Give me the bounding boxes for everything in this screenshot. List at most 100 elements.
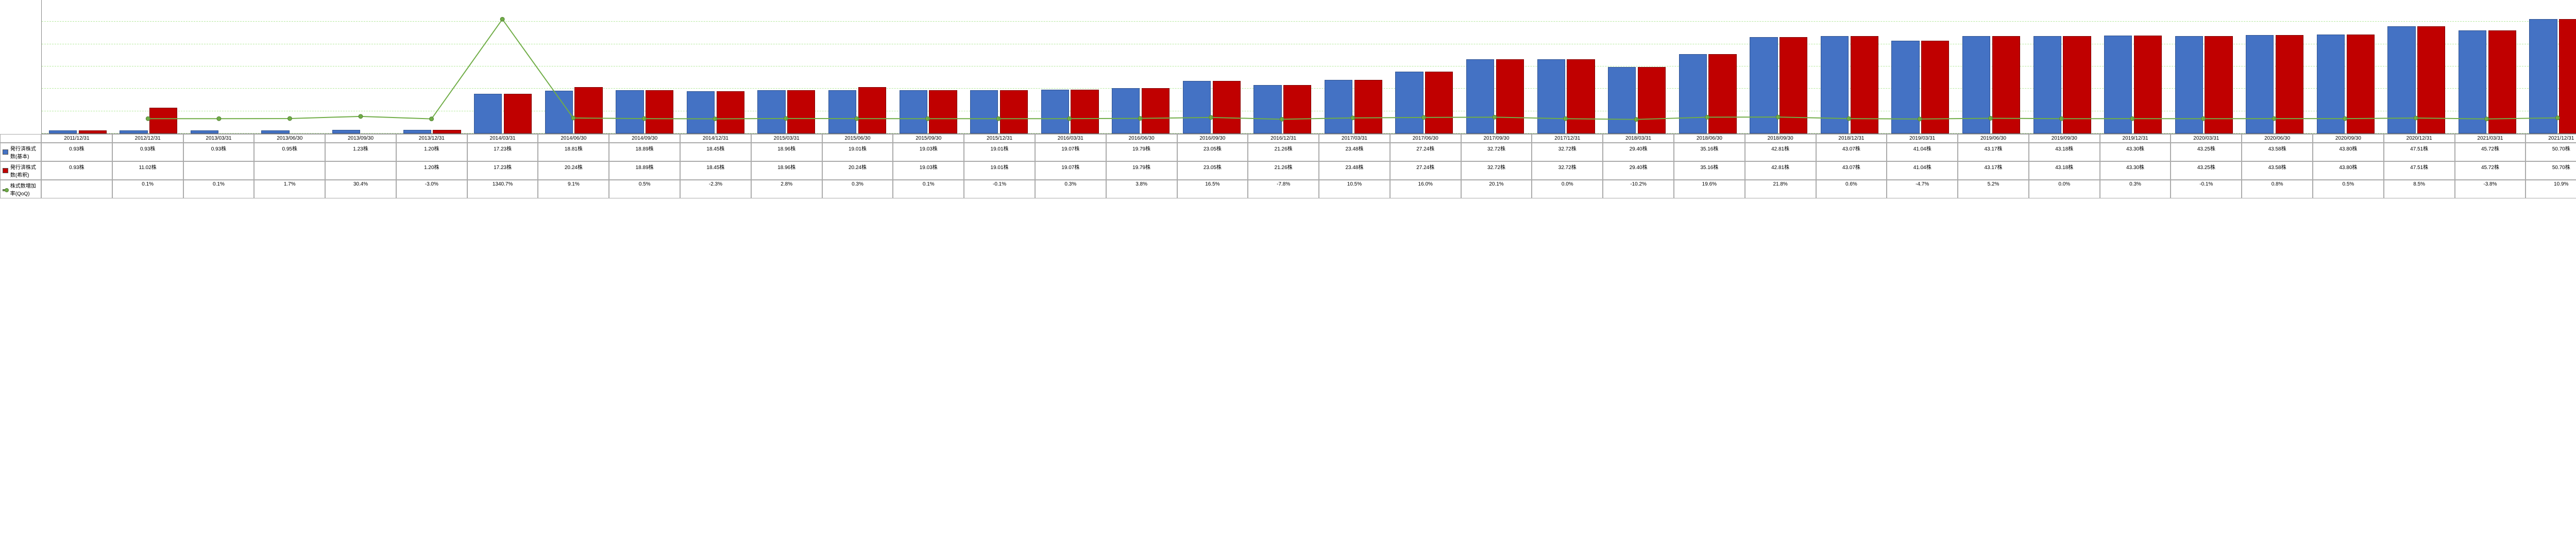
category-cell: 2017/06/30 bbox=[1390, 134, 1461, 143]
table-cell: 43.18株 bbox=[2029, 143, 2100, 161]
table-cell: 32.72株 bbox=[1461, 143, 1532, 161]
table-cell: 0.1% bbox=[893, 180, 964, 198]
category-cell: 2015/06/30 bbox=[822, 134, 893, 143]
table-cell: 0.0% bbox=[1532, 180, 1603, 198]
category-axis-row: 2011/12/312012/12/312013/03/312013/06/30… bbox=[0, 134, 2576, 143]
category-cell: 2015/09/30 bbox=[893, 134, 964, 143]
data-row-basic: 発行済株式数(基本) 0.93株0.93株0.93株0.95株1.23株1.20… bbox=[0, 143, 2576, 161]
row-body-basic: 0.93株0.93株0.93株0.95株1.23株1.20株17.23株18.8… bbox=[41, 143, 2576, 161]
category-cell: 2013/09/30 bbox=[325, 134, 396, 143]
category-cell: 2014/12/31 bbox=[680, 134, 751, 143]
table-cell: 0.5% bbox=[609, 180, 680, 198]
table-cell: 50.70株 bbox=[2526, 143, 2576, 161]
category-cell: 2014/03/31 bbox=[467, 134, 538, 143]
table-cell: 43.58株 bbox=[2242, 161, 2313, 180]
category-cell: 2018/09/30 bbox=[1745, 134, 1816, 143]
table-cell: 19.01株 bbox=[964, 143, 1035, 161]
table-cell: 35.16株 bbox=[1674, 143, 1745, 161]
table-cell bbox=[41, 180, 112, 198]
table-cell: 8.5% bbox=[2384, 180, 2455, 198]
table-cell: 9.1% bbox=[538, 180, 609, 198]
table-cell: 21.26株 bbox=[1248, 143, 1319, 161]
category-cell: 2014/09/30 bbox=[609, 134, 680, 143]
table-cell: 41.04株 bbox=[1887, 161, 1958, 180]
table-cell: 11.02株 bbox=[112, 161, 183, 180]
table-cell: 19.79株 bbox=[1106, 143, 1177, 161]
table-cell: 43.25株 bbox=[2171, 143, 2242, 161]
category-cell: 2015/03/31 bbox=[751, 134, 822, 143]
table-cell: 23.05株 bbox=[1177, 143, 1248, 161]
table-cell: 2.8% bbox=[751, 180, 822, 198]
table-cell bbox=[254, 161, 325, 180]
table-cell: 18.89株 bbox=[609, 161, 680, 180]
table-cell: 0.3% bbox=[822, 180, 893, 198]
table-cell: 30.4% bbox=[325, 180, 396, 198]
table-cell: 29.40株 bbox=[1603, 161, 1674, 180]
category-cell: 2013/12/31 bbox=[396, 134, 467, 143]
table-cell: 18.45株 bbox=[680, 161, 751, 180]
table-cell: 20.24株 bbox=[538, 161, 609, 180]
table-cell: 10.5% bbox=[1319, 180, 1390, 198]
table-cell: 43.25株 bbox=[2171, 161, 2242, 180]
table-cell: -4.7% bbox=[1887, 180, 1958, 198]
category-cell: 2012/12/31 bbox=[112, 134, 183, 143]
row-body-diluted: 0.93株11.02株1.20株17.23株20.24株18.89株18.45株… bbox=[41, 161, 2576, 180]
category-cell: 2018/12/31 bbox=[1816, 134, 1887, 143]
table-cell: 3.8% bbox=[1106, 180, 1177, 198]
table-cell: 32.72株 bbox=[1461, 161, 1532, 180]
table-cell: -0.1% bbox=[2171, 180, 2242, 198]
category-cells: 2011/12/312012/12/312013/03/312013/06/30… bbox=[41, 134, 2576, 143]
table-cell: -2.3% bbox=[680, 180, 751, 198]
table-cell: 1.23株 bbox=[325, 143, 396, 161]
line-layer bbox=[42, 0, 2576, 133]
table-cell: 18.81株 bbox=[538, 143, 609, 161]
category-cell: 2014/06/30 bbox=[538, 134, 609, 143]
table-cell: 23.48株 bbox=[1319, 161, 1390, 180]
table-cell: -3.0% bbox=[396, 180, 467, 198]
table-cell bbox=[325, 161, 396, 180]
table-cell: 42.81株 bbox=[1745, 143, 1816, 161]
table-cell: 35.16株 bbox=[1674, 161, 1745, 180]
table-cell: 5.2% bbox=[1958, 180, 2029, 198]
row-label-basic-text: 発行済株式数(基本) bbox=[10, 144, 39, 160]
table-cell: 20.24株 bbox=[822, 161, 893, 180]
category-cell: 2021/12/31 bbox=[2526, 134, 2576, 143]
table-cell: 45.72株 bbox=[2455, 143, 2526, 161]
category-cell: 2016/06/30 bbox=[1106, 134, 1177, 143]
table-cell: 29.40株 bbox=[1603, 143, 1674, 161]
table-cell: -10.2% bbox=[1603, 180, 1674, 198]
swatch-qoq-icon bbox=[3, 189, 8, 191]
table-cell: 43.18株 bbox=[2029, 161, 2100, 180]
table-cell: 19.01株 bbox=[964, 161, 1035, 180]
category-cell: 2017/12/31 bbox=[1532, 134, 1603, 143]
category-cell: 2016/12/31 bbox=[1248, 134, 1319, 143]
chart-container: 0株 0株10株20株30株40株50株60株 (単位：百万株) -200%0%… bbox=[0, 0, 2576, 134]
table-cell: 27.24株 bbox=[1390, 161, 1461, 180]
table-cell: 21.26株 bbox=[1248, 161, 1319, 180]
table-cell: 0.6% bbox=[1816, 180, 1887, 198]
category-cell: 2021/03/31 bbox=[2455, 134, 2526, 143]
category-cell: 2011/12/31 bbox=[41, 134, 112, 143]
category-cell: 2013/03/31 bbox=[183, 134, 255, 143]
table-cell: 43.58株 bbox=[2242, 143, 2313, 161]
table-cell: 1.20株 bbox=[396, 143, 467, 161]
category-cell: 2013/06/30 bbox=[254, 134, 325, 143]
table-cell: 18.96株 bbox=[751, 161, 822, 180]
table-cell: 19.6% bbox=[1674, 180, 1745, 198]
category-cell: 2019/06/30 bbox=[1958, 134, 2029, 143]
category-cell: 2020/12/31 bbox=[2384, 134, 2455, 143]
table-cell: 43.07株 bbox=[1816, 143, 1887, 161]
table-cell: 43.30株 bbox=[2100, 143, 2171, 161]
table-cell: 32.72株 bbox=[1532, 143, 1603, 161]
table-cell: 1.20株 bbox=[396, 161, 467, 180]
row-label-basic: 発行済株式数(基本) bbox=[0, 143, 41, 161]
category-row-spacer bbox=[0, 134, 41, 143]
table-cell: 23.48株 bbox=[1319, 143, 1390, 161]
table-cell: 47.51株 bbox=[2384, 143, 2455, 161]
category-cell: 2016/09/30 bbox=[1177, 134, 1248, 143]
table-cell: 43.80株 bbox=[2313, 161, 2384, 180]
row-label-qoq: 株式数増加率(QoQ) bbox=[0, 180, 41, 198]
category-cell: 2020/03/31 bbox=[2171, 134, 2242, 143]
table-cell: 0.1% bbox=[183, 180, 255, 198]
table-cell: 0.0% bbox=[2029, 180, 2100, 198]
